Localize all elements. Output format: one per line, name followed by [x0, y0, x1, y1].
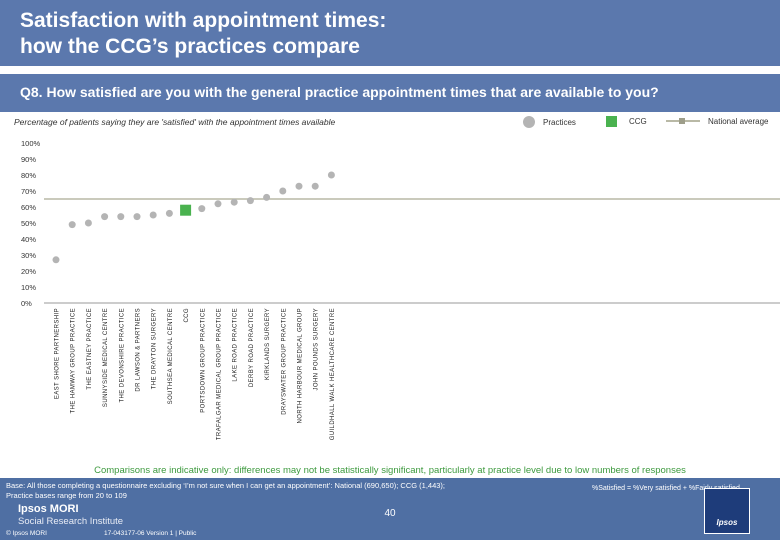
chart-subtitle: Percentage of patients saying they are '…: [14, 117, 336, 127]
ipsos-logo-icon: Ipsos: [704, 488, 750, 534]
legend-ccg-label: CCG: [629, 117, 647, 126]
satisfied-definition: %Satisfied = %Very satisfied + %Fairly s…: [592, 485, 740, 492]
y-tick-label: 40%: [21, 235, 36, 244]
practice-point: [263, 193, 271, 201]
practice-point: [52, 256, 60, 264]
practice-point: [327, 171, 335, 179]
question-text: Q8. How satisfied are you with the gener…: [20, 84, 659, 100]
practice-point: [68, 221, 76, 229]
legend-ccg: CCG: [606, 116, 647, 127]
x-tick-label: PORTSDOWN GROUP PRACTICE: [200, 308, 206, 413]
ccg-point: [180, 204, 192, 216]
practice-point: [84, 219, 92, 227]
x-tick-label: JOHN POUNDS SURGERY: [314, 308, 320, 391]
legend-practices-label: Practices: [543, 117, 576, 127]
page-title: Satisfaction with appointment times: how…: [20, 8, 386, 60]
x-tick-label: SOUTHSEA MEDICAL CENTRE: [168, 308, 174, 404]
practice-point: [101, 213, 109, 221]
x-tick-label: THE HAMWAY GROUP PRACTICE: [71, 308, 77, 413]
y-tick-label: 30%: [21, 251, 36, 260]
title-line-1: Satisfaction with appointment times:: [20, 9, 387, 32]
comparisons-note: Comparisons are indicative only: differe…: [94, 465, 686, 476]
x-tick-label: TRAFALGAR MEDICAL GROUP PRACTICE: [217, 308, 223, 440]
base-note: Base: All those completing a questionnai…: [6, 481, 445, 501]
y-tick-label: 20%: [21, 267, 36, 276]
y-tick-label: 10%: [21, 283, 36, 292]
practice-point: [117, 213, 125, 221]
x-tick-label: DERBY ROAD PRACTICE: [249, 308, 255, 387]
practice-point: [133, 213, 141, 221]
practice-point: [198, 205, 206, 213]
x-tick-label: EAST SHORE PARTNERSHIP: [55, 308, 61, 399]
x-tick-label: CCG: [184, 308, 190, 323]
x-tick-label: LAKE ROAD PRACTICE: [233, 308, 239, 382]
page-number: 40: [384, 508, 396, 519]
x-tick-label: NORTH HARBOUR MEDICAL GROUP: [298, 308, 304, 423]
y-tick-label: 0%: [21, 299, 32, 308]
y-tick-label: 50%: [21, 219, 36, 228]
institute-name: Social Research Institute: [18, 516, 124, 527]
x-tick-label: THE DRAYTON SURGERY: [152, 308, 158, 389]
x-axis-labels: EAST SHORE PARTNERSHIP THE HAMWAY GROUP P…: [55, 308, 336, 440]
practice-point: [165, 209, 173, 217]
data-points: [52, 171, 335, 264]
ipsos-mori-logo: Ipsos MORI: [18, 503, 79, 515]
practice-point: [230, 198, 238, 206]
x-tick-label: KIRKLANDS SURGERY: [265, 308, 271, 380]
practice-point: [149, 211, 157, 219]
base-line-1: Base: All those completing a questionnai…: [6, 481, 446, 490]
ipsos-logo-text: Ipsos: [716, 518, 738, 527]
practice-point: [246, 197, 254, 205]
x-tick-label: THE DEVONSHIRE PRACTICE: [119, 308, 125, 403]
title-line-2: how the CCG’s practices compare: [20, 35, 360, 58]
x-tick-label: SUNNYSIDE MEDICAL CENTRE: [103, 308, 109, 407]
y-tick-label: 70%: [21, 187, 36, 196]
scatter-chart: 0% 10% 20% 30% 40% 50% 60% 70% 80% 90% 100% EAST S…: [21, 139, 780, 440]
footer-bar: Base: All those completing a questionnai…: [0, 478, 780, 540]
practice-point: [311, 182, 319, 190]
practice-point: [214, 200, 222, 208]
y-tick-label: 60%: [21, 203, 36, 212]
legend-national-label: National average: [708, 116, 769, 126]
x-tick-label: THE EASTNEY PRACTICE: [87, 308, 93, 390]
x-tick-label: GUILDHALL WALK HEALTHCARE CENTRE: [330, 308, 336, 440]
y-tick-label: 90%: [21, 155, 36, 164]
title-bar: Satisfaction with appointment times: how…: [0, 0, 780, 66]
practice-point: [295, 182, 303, 190]
copyright: © Ipsos MORI: [6, 530, 47, 537]
x-tick-label: DRAYSWATER GROUP PRACTICE: [281, 308, 287, 415]
base-line-2: Practice bases range from 20 to 109: [6, 491, 127, 500]
legend-practices: Practices: [523, 116, 576, 128]
y-tick-label: 100%: [21, 139, 41, 148]
y-tick-label: 80%: [21, 171, 36, 180]
practice-dot-icon: [523, 116, 535, 128]
y-axis: 0% 10% 20% 30% 40% 50% 60% 70% 80% 90% 100%: [21, 139, 780, 308]
ccg-square-icon: [606, 116, 617, 127]
question-bar: Q8. How satisfied are you with the gener…: [0, 74, 780, 112]
practice-point: [279, 187, 287, 195]
legend-national: National average: [666, 116, 768, 126]
x-tick-label: DR LAWSON & PARTNERS: [136, 308, 142, 392]
national-line-icon: [666, 116, 700, 126]
job-reference: 17-043177-06 Version 1 | Public: [104, 530, 197, 537]
